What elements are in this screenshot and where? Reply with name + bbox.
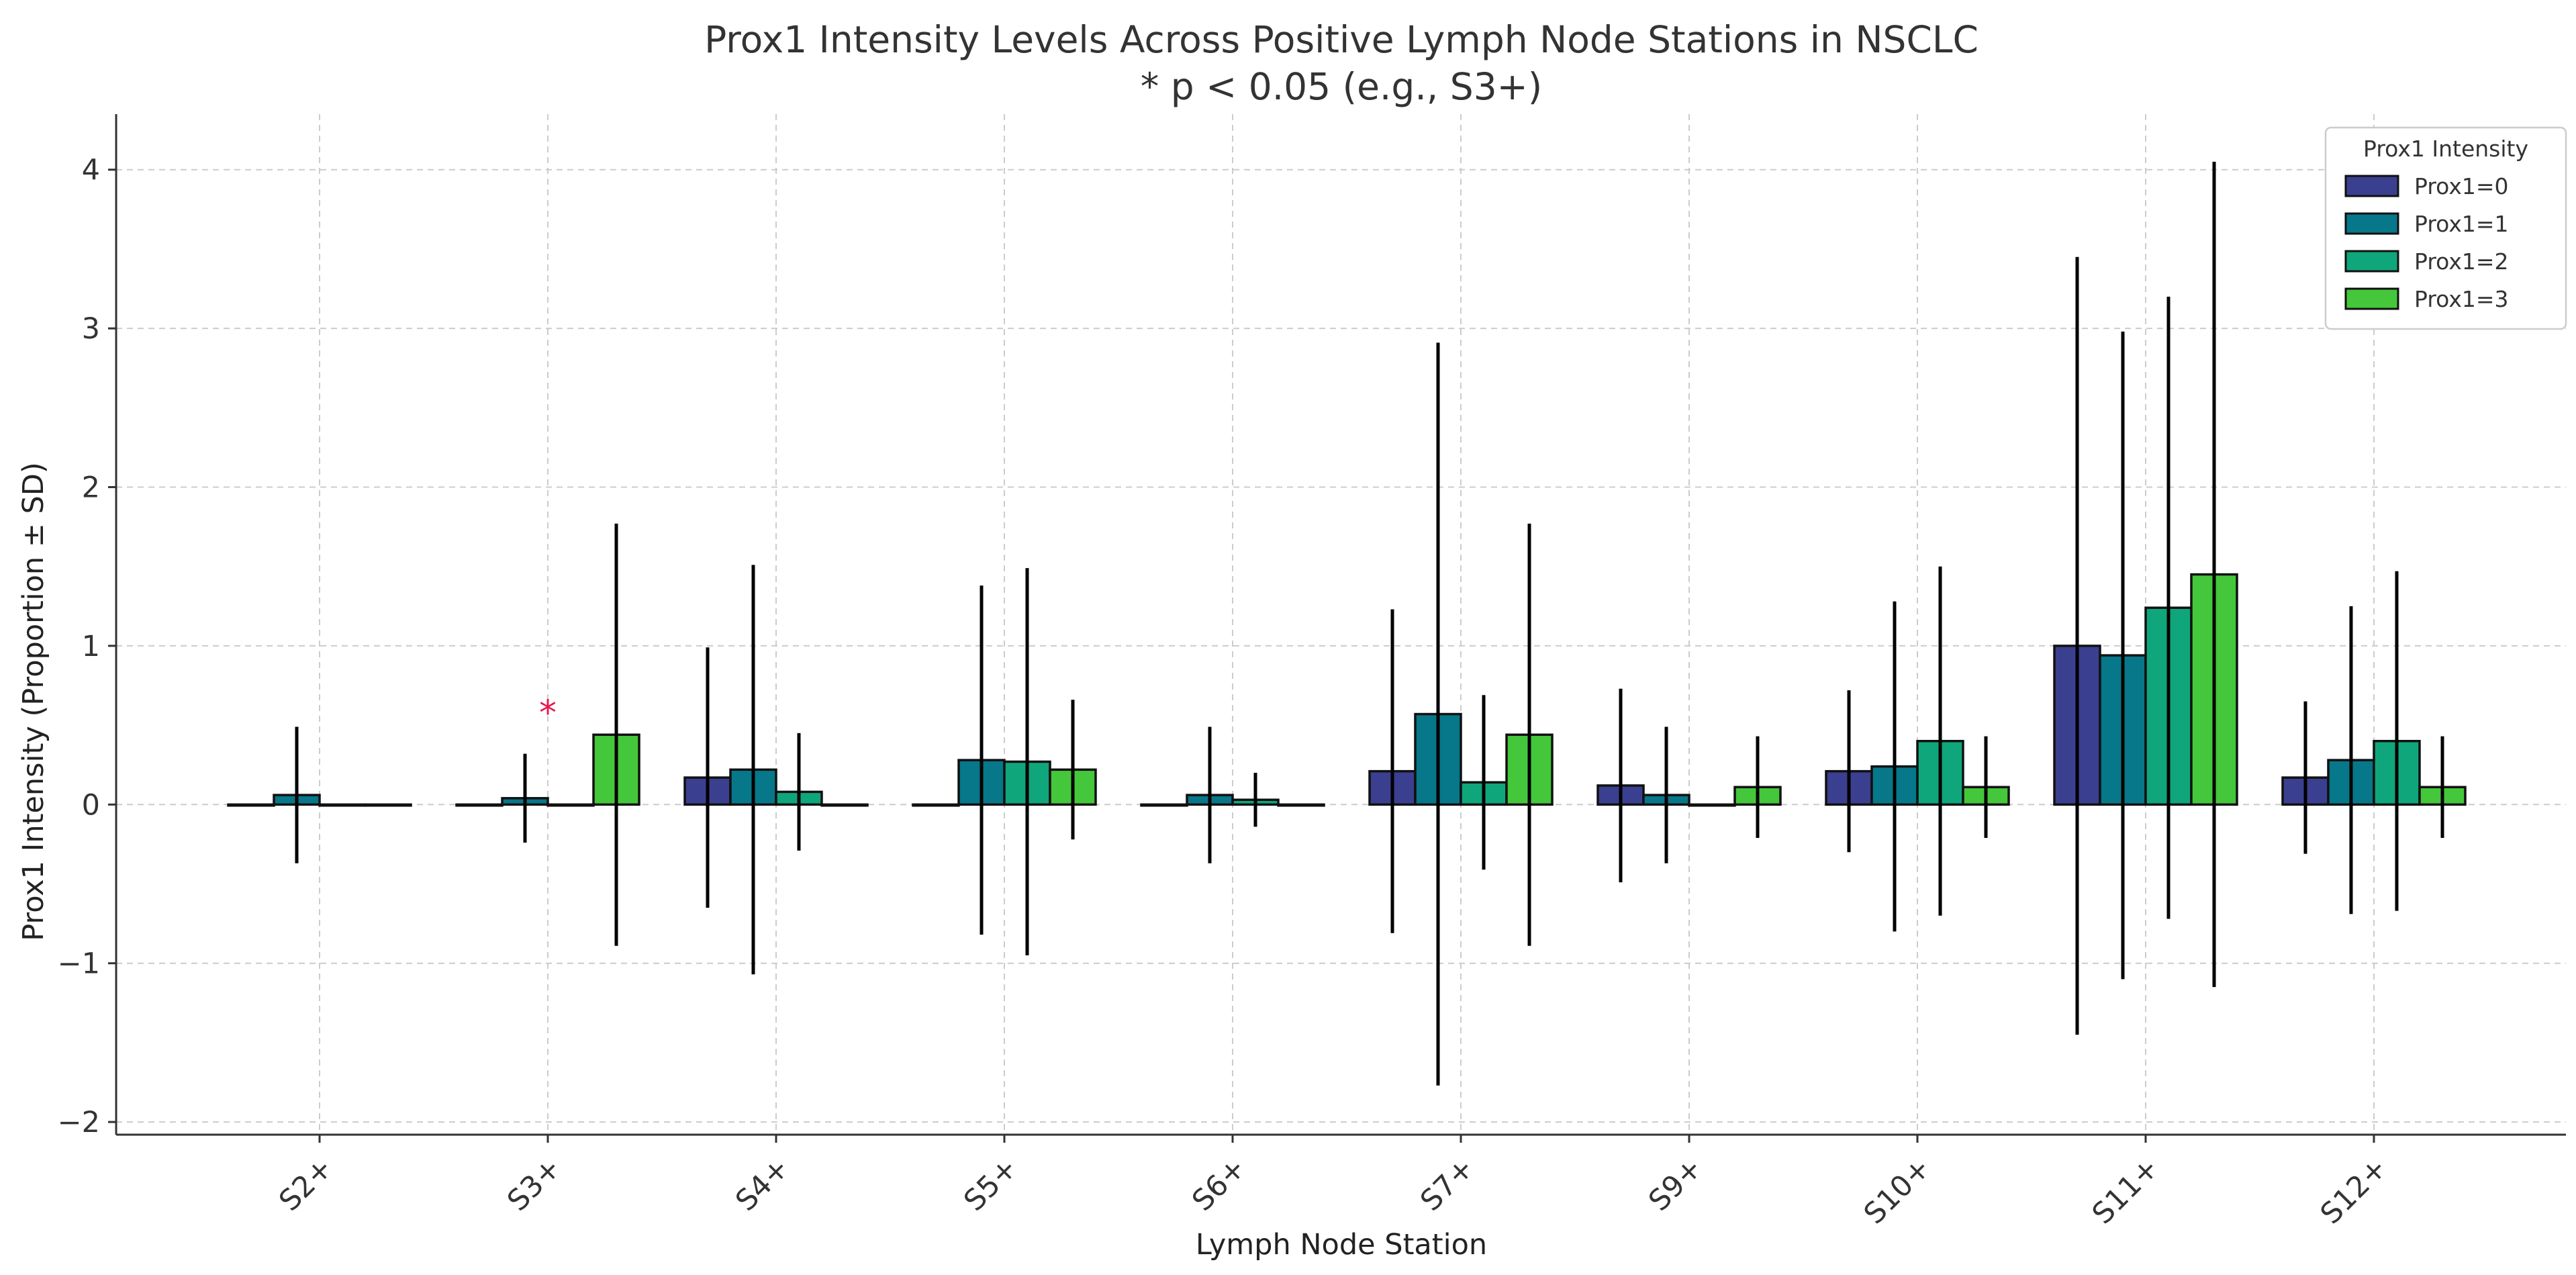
bar <box>227 803 275 807</box>
x-axis-label: Lymph Node Station <box>1196 1228 1487 1262</box>
x-tick-label: S9+ <box>1642 1151 1709 1217</box>
y-tick-label: 4 <box>82 154 100 187</box>
x-tick-label: S3+ <box>501 1151 567 1217</box>
bar <box>1277 803 1325 807</box>
legend-swatch <box>2344 212 2399 235</box>
y-tick-label: 2 <box>82 471 100 505</box>
bar <box>455 803 504 807</box>
legend-swatch <box>2344 287 2399 310</box>
y-tick-label: 1 <box>82 630 100 663</box>
legend-label: Prox1=1 <box>2414 211 2509 237</box>
x-tick-label: S2+ <box>273 1151 339 1217</box>
x-tick-label: S6+ <box>1186 1151 1252 1217</box>
bar <box>318 803 367 807</box>
x-tick-label: S4+ <box>729 1151 796 1217</box>
significance-marker: * <box>539 693 557 733</box>
bar <box>1140 803 1188 807</box>
legend-swatch <box>2344 250 2399 273</box>
legend-title: Prox1 Intensity <box>2363 136 2528 162</box>
y-tick-label: 3 <box>82 312 100 346</box>
y-tick-label: −2 <box>58 1106 100 1139</box>
bar <box>364 803 412 807</box>
legend-label: Prox1=3 <box>2414 286 2509 312</box>
chart-title: Prox1 Intensity Levels Across Positive L… <box>704 18 1978 61</box>
error-bars <box>295 161 2444 1086</box>
legend-label: Prox1=0 <box>2414 173 2509 199</box>
annotations: * <box>539 693 557 733</box>
x-tick-label: S11+ <box>2086 1151 2166 1231</box>
bar <box>912 803 960 807</box>
legend: Prox1 Intensity Prox1=0 Prox1=1 Prox1=2 Pro… <box>2324 126 2567 330</box>
bar <box>546 803 595 807</box>
y-tick-label: −1 <box>58 947 100 981</box>
legend-label: Prox1=2 <box>2414 248 2509 275</box>
x-tick-label: S10+ <box>1858 1151 1938 1231</box>
y-axis-label: Prox1 Intensity (Proportion ± SD) <box>17 462 50 941</box>
bar <box>820 803 869 807</box>
y-tick-label: 0 <box>82 788 100 822</box>
x-tick-label: S12+ <box>2314 1151 2394 1231</box>
x-tick-label: S5+ <box>957 1151 1024 1217</box>
chart-subtitle: * p < 0.05 (e.g., S3+) <box>1141 65 1542 108</box>
bars <box>227 573 2467 807</box>
legend-swatch <box>2344 175 2399 197</box>
x-tick-label: S7+ <box>1414 1151 1480 1217</box>
bar <box>1688 803 1736 807</box>
